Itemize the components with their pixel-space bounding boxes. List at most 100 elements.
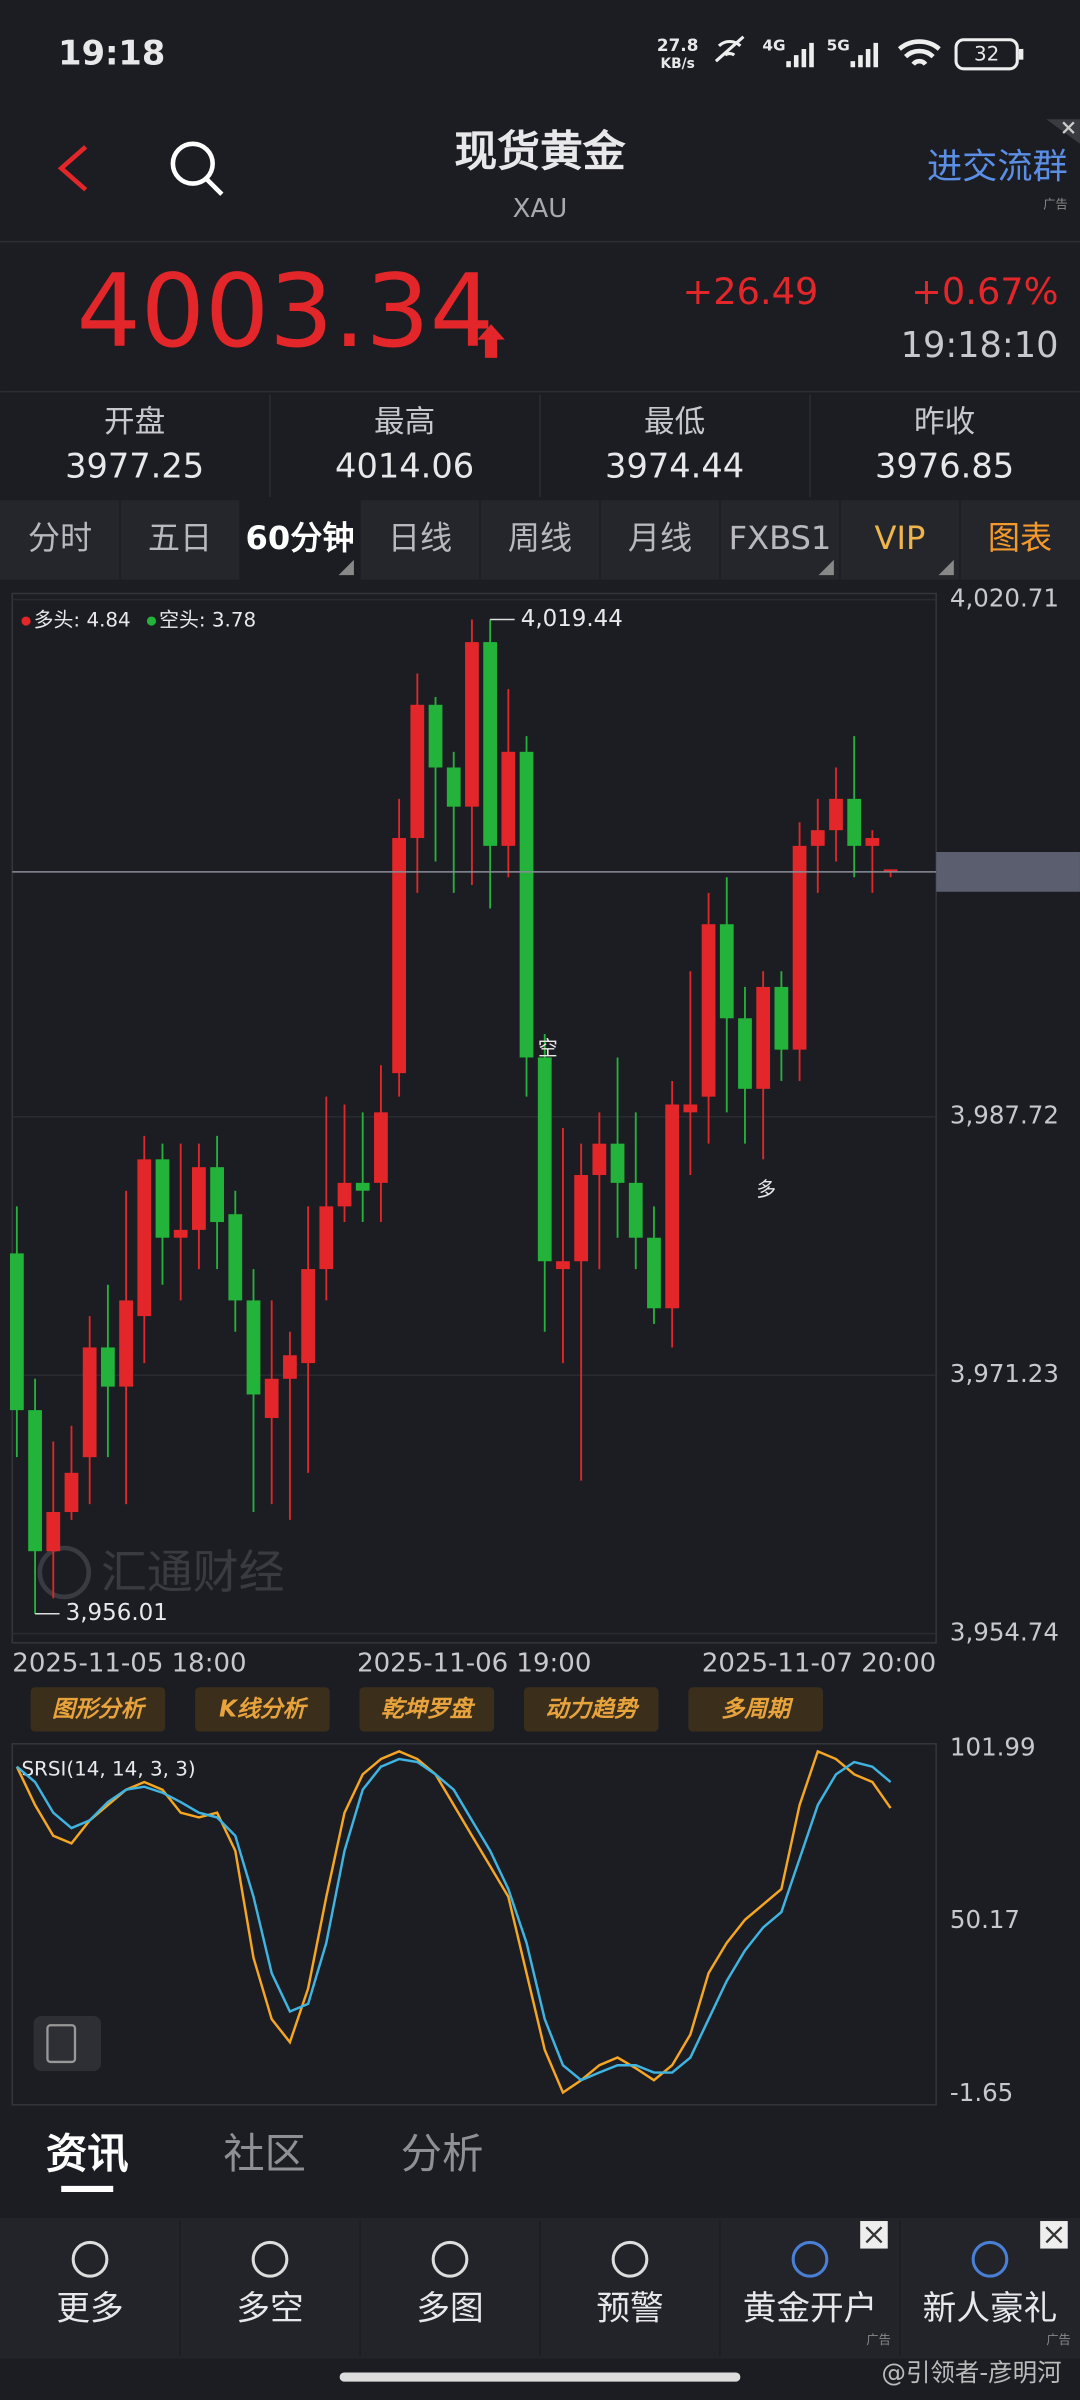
- credit: @引领者-彦明河: [881, 2358, 1061, 2387]
- candle-body: [610, 1143, 625, 1183]
- tab[interactable]: FXBS1: [729, 519, 832, 557]
- content-tab[interactable]: 社区: [223, 2130, 306, 2178]
- legend-dot: [21, 616, 31, 626]
- signal: [850, 42, 879, 68]
- candle-body: [100, 1347, 115, 1387]
- content-tab[interactable]: 资讯: [46, 2130, 129, 2178]
- indicator-frame: [11, 1743, 937, 2106]
- legend-label: 空头: 3.78: [159, 609, 256, 632]
- x-tick-label: 2025-11-05 18:00: [12, 1649, 246, 1679]
- y-tick-label: 101.99: [950, 1732, 1036, 1761]
- tool-button[interactable]: [30, 1687, 166, 1732]
- candle-body: [865, 838, 880, 846]
- watermark-logo: [37, 1545, 92, 1600]
- ad-close[interactable]: [1062, 121, 1075, 134]
- nav-label[interactable]: 更多: [56, 2288, 123, 2327]
- mute-icon: [714, 35, 745, 63]
- y-tick-label: 3,954.74: [950, 1618, 1059, 1647]
- tab[interactable]: 周线: [508, 519, 572, 557]
- tab[interactable]: 月线: [628, 519, 692, 557]
- candle-body: [283, 1355, 297, 1379]
- nav-label[interactable]: 黄金开户: [743, 2288, 878, 2327]
- nav-icon: [611, 2240, 649, 2278]
- nav-icon: [71, 2240, 109, 2278]
- candle-body: [192, 1167, 206, 1230]
- net-label: 4G: [762, 36, 785, 54]
- nav-label[interactable]: 预警: [596, 2288, 663, 2327]
- stat-value: 4014.06: [335, 447, 474, 486]
- tool-label: 乾坤罗盘: [381, 1697, 476, 1723]
- ad-button[interactable]: 进交流群: [927, 146, 1068, 187]
- candle-body: [719, 924, 734, 1019]
- candle-body: [28, 1410, 42, 1552]
- candle-body: [519, 751, 534, 1058]
- toggle-button[interactable]: [33, 2016, 101, 2072]
- back-button[interactable]: [57, 145, 88, 192]
- content-tab[interactable]: 分析: [401, 2130, 484, 2178]
- stat-value: 3974.44: [605, 447, 744, 486]
- speed-unit: KB/s: [660, 56, 694, 72]
- tool-button[interactable]: [359, 1687, 495, 1732]
- stat-label: 开盘: [104, 405, 165, 440]
- up-arrow: [477, 324, 505, 358]
- candle-body: [665, 1104, 680, 1309]
- net-label: 5G: [827, 36, 850, 54]
- stat-value: 3976.85: [875, 447, 1014, 486]
- search-button[interactable]: [170, 141, 215, 186]
- tool-label: 动力趋势: [545, 1697, 640, 1723]
- tool-button[interactable]: [523, 1687, 659, 1732]
- y-tick-label: -1.65: [950, 2078, 1013, 2107]
- indicator-line: [15, 1749, 892, 2095]
- nav-icon: [251, 2240, 289, 2278]
- legend-dot: [146, 616, 157, 626]
- change-pct: +0.67%: [911, 270, 1058, 313]
- title: 现货黄金: [454, 127, 625, 177]
- stat-label: 最低: [644, 405, 705, 440]
- candle-body: [228, 1214, 243, 1301]
- subtitle: XAU: [513, 194, 568, 224]
- nav-label[interactable]: 新人豪礼: [923, 2288, 1058, 2327]
- nav-ad-close-x: [1045, 2226, 1063, 2244]
- y-tick-label: 3,987.72: [950, 1101, 1059, 1130]
- tab[interactable]: VIP: [875, 519, 926, 557]
- watermark: 汇通财经: [101, 1545, 285, 1599]
- y-tick-label: 4,020.71: [950, 584, 1059, 613]
- candle-body: [374, 1112, 388, 1183]
- tool-label: K线分析: [219, 1697, 309, 1723]
- candle-body: [756, 986, 771, 1089]
- candle-body: [337, 1182, 352, 1207]
- candle-body: [64, 1472, 79, 1513]
- price: 4003.34: [77, 252, 494, 370]
- candle-body: [537, 1057, 552, 1262]
- candle-body: [501, 751, 516, 846]
- legend-label: 多头: 4.84: [34, 609, 131, 632]
- tab[interactable]: 60分钟: [246, 519, 355, 557]
- y-tick-label: 50.17: [950, 1905, 1020, 1934]
- candle-body: [628, 1182, 643, 1238]
- change: +26.49: [683, 270, 819, 313]
- candle-body: [155, 1159, 170, 1238]
- candle-body: [829, 798, 843, 831]
- tab[interactable]: 图表: [988, 519, 1052, 557]
- tab[interactable]: 分时: [28, 519, 92, 557]
- tool-label: 多周期: [721, 1697, 794, 1723]
- nav-label[interactable]: 多图: [416, 2288, 483, 2327]
- candle-body: [810, 830, 825, 846]
- y-tick-label: 3,971.23: [950, 1359, 1059, 1388]
- nav-label[interactable]: 多空: [236, 2288, 303, 2327]
- tab[interactable]: 五日: [148, 519, 212, 557]
- nav-icon: [971, 2240, 1009, 2278]
- tab[interactable]: 日线: [388, 519, 452, 557]
- candle-body: [173, 1229, 188, 1238]
- indicator-title: SRSI(14, 14, 3, 3): [21, 1757, 195, 1780]
- tool-button[interactable]: [688, 1687, 823, 1732]
- candle-body: [410, 704, 425, 839]
- battery-level: 32: [974, 43, 999, 66]
- tab-dropdown: [938, 559, 954, 576]
- nav-icon: [791, 2240, 829, 2278]
- annotation: 空: [538, 1037, 558, 1060]
- candle-body: [82, 1347, 97, 1458]
- tool-button[interactable]: [195, 1687, 330, 1732]
